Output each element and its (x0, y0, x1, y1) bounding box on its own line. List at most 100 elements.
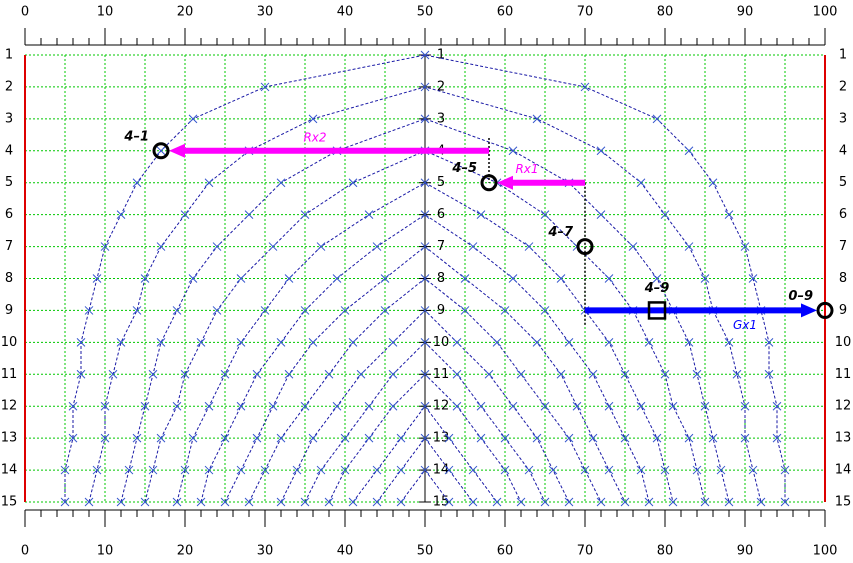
marker-stroke (500, 433, 510, 443)
point-circle (816, 301, 834, 319)
point-marker (284, 369, 294, 379)
marker-stroke (620, 369, 630, 379)
marker-stroke (604, 465, 614, 475)
point-marker (556, 369, 566, 379)
marker-stroke (556, 274, 566, 283)
point-marker (684, 433, 694, 443)
marker-stroke (420, 338, 430, 347)
point-marker (100, 401, 110, 411)
point-marker (700, 401, 710, 411)
point-marker (348, 497, 358, 507)
point-marker (308, 338, 318, 347)
x-tick-label: 100 (813, 544, 838, 559)
marker-stroke (268, 242, 278, 251)
marker-stroke (420, 50, 430, 60)
point-marker (300, 401, 310, 411)
point-marker (596, 210, 606, 219)
marker-stroke (620, 433, 630, 443)
marker-stroke (340, 465, 350, 475)
point-marker (276, 178, 286, 188)
marker-stroke (236, 274, 246, 283)
y-tick-label: 6 (5, 207, 13, 222)
marker-stroke (556, 369, 566, 379)
point-marker (92, 465, 102, 475)
point-marker (644, 497, 654, 507)
point-marker (668, 497, 678, 507)
arrow-label: Rx2 (303, 130, 326, 144)
y-tick-label: 14 (835, 463, 852, 478)
point-marker (700, 274, 710, 283)
marker-stroke (364, 210, 374, 219)
marker-stroke (316, 465, 326, 475)
marker-stroke (596, 146, 606, 156)
marker-stroke (684, 338, 694, 347)
marker-stroke (700, 497, 710, 507)
y-tick-label: 8 (839, 271, 847, 286)
marker-stroke (420, 114, 430, 124)
x-tick-label: 30 (257, 544, 274, 559)
point-marker (716, 465, 726, 475)
point-marker (260, 306, 270, 315)
y-tick-label: 10 (835, 335, 852, 350)
point-marker (276, 338, 286, 347)
point-marker (444, 497, 454, 507)
marker-stroke (284, 369, 294, 379)
point-marker (452, 401, 462, 411)
x-tick-label: 10 (97, 544, 114, 559)
point-marker (444, 433, 454, 443)
marker-stroke (76, 369, 86, 379)
point-marker (188, 274, 198, 283)
point-marker (68, 401, 78, 411)
point-marker (516, 497, 526, 507)
point-marker (300, 306, 310, 315)
marker-stroke (204, 178, 214, 188)
marker-stroke (636, 465, 646, 475)
point-marker (452, 338, 462, 347)
marker-stroke (340, 433, 350, 443)
marker-stroke (468, 497, 478, 507)
point-marker (452, 369, 462, 379)
point-marker (652, 433, 662, 443)
point-marker (740, 242, 750, 251)
y-tick-label: 6 (437, 207, 445, 222)
point-marker (420, 242, 430, 251)
point-marker (220, 433, 230, 443)
point-marker (300, 497, 310, 507)
marker-stroke (364, 433, 374, 443)
marker-stroke (452, 369, 462, 379)
point-marker (140, 274, 150, 283)
point-label: 4–9 (644, 281, 670, 296)
marker-stroke (516, 369, 526, 379)
point-marker (756, 497, 766, 507)
marker-stroke (708, 178, 718, 188)
marker-stroke (196, 338, 206, 347)
point-marker (692, 465, 702, 475)
marker-stroke (372, 497, 382, 507)
marker-stroke (540, 401, 550, 411)
point-marker (156, 242, 166, 251)
marker-stroke (444, 497, 454, 507)
y-tick-label: 9 (839, 303, 847, 318)
point-marker (204, 401, 214, 411)
marker-stroke (284, 274, 294, 283)
x-tick-label: 60 (497, 5, 514, 20)
marker-stroke (700, 401, 710, 411)
point-marker (84, 306, 94, 315)
marker-stroke (476, 433, 486, 443)
point-marker (636, 465, 646, 475)
marker-stroke (388, 401, 398, 411)
marker-stroke (68, 433, 78, 443)
marker-stroke (444, 465, 454, 475)
marker-stroke (596, 497, 606, 507)
marker-stroke (332, 401, 342, 411)
marker-stroke (708, 433, 718, 443)
point-marker (620, 369, 630, 379)
point-marker (244, 497, 254, 507)
point-marker (332, 274, 342, 283)
point-marker (132, 178, 142, 188)
y-tick-label: 14 (433, 463, 450, 478)
point-marker (196, 497, 206, 507)
point-label: 4–5 (451, 161, 477, 176)
marker-stroke (380, 306, 390, 315)
point-marker (396, 497, 406, 507)
